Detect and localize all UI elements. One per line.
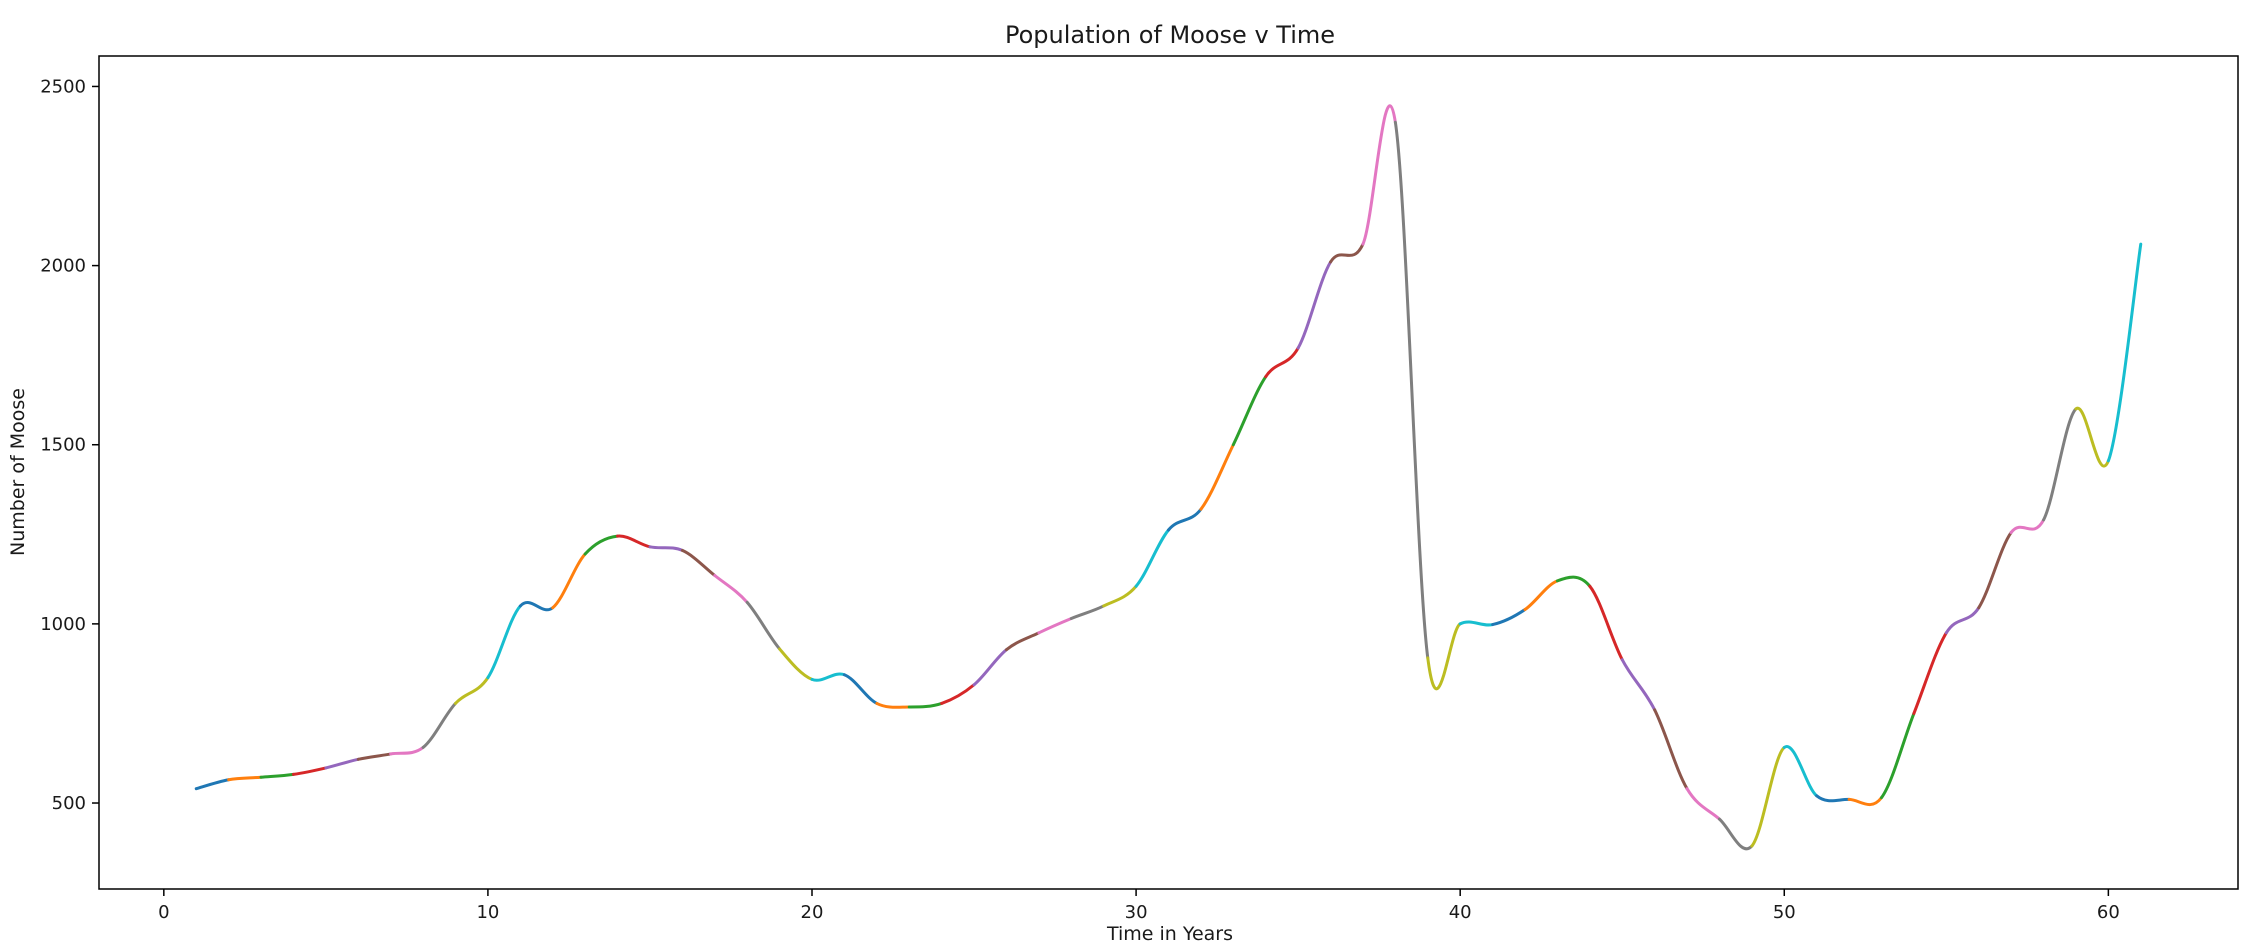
line-segment	[778, 647, 814, 681]
line-segment	[227, 775, 263, 782]
line-segment	[583, 534, 620, 556]
plot-area-frame	[98, 55, 2239, 890]
line-segment	[356, 752, 393, 761]
x-tick-label: 0	[158, 902, 169, 923]
line-segment	[1458, 620, 1495, 627]
line-segment	[486, 604, 522, 680]
line-segment	[1880, 711, 1916, 800]
line-segment	[1750, 745, 1786, 848]
x-tick-label: 40	[1449, 902, 1472, 923]
line-segment	[551, 552, 587, 610]
x-axis-label: Time in Years	[1106, 923, 1233, 945]
line-segment	[1393, 120, 1430, 660]
line-segment	[194, 778, 231, 791]
data-series	[194, 104, 2143, 851]
line-segment	[1296, 260, 1333, 350]
line-segment	[291, 766, 328, 776]
chart-title: Population of Moose v Time	[1005, 21, 1335, 49]
line-segment	[2106, 242, 2143, 463]
line-segment	[1361, 104, 1397, 246]
line-segment	[1588, 584, 1624, 662]
line-segment	[1944, 606, 1981, 635]
line-segment	[1685, 787, 1721, 821]
line-segment	[421, 701, 457, 749]
line-segment	[2074, 406, 2110, 468]
line-segment	[745, 600, 782, 651]
line-segment	[1426, 622, 1462, 691]
y-tick-label: 2000	[40, 256, 86, 277]
line-segment	[907, 701, 944, 709]
line-segment	[1912, 631, 1948, 715]
line-segment	[1491, 608, 1527, 627]
y-tick-label: 2500	[40, 76, 86, 97]
line-segment	[1199, 443, 1235, 511]
line-segment	[1037, 616, 1073, 635]
line-segment	[810, 672, 846, 682]
line-segment	[1620, 658, 1657, 712]
line-segment	[1653, 708, 1689, 791]
line-segment	[680, 548, 717, 578]
line-segment	[1231, 375, 1268, 447]
line-segment	[1977, 531, 2013, 610]
y-axis-label: Number of Moose	[7, 388, 29, 556]
y-tick-label: 1500	[40, 435, 86, 456]
line-segment	[1847, 796, 1883, 807]
x-tick-label: 20	[801, 902, 824, 923]
x-tick-label: 50	[1773, 902, 1796, 923]
y-tick-label: 1000	[40, 614, 86, 635]
x-tick-label: 30	[1125, 902, 1148, 923]
line-segment	[1815, 794, 1851, 803]
line-segment	[616, 534, 652, 549]
line-segment	[259, 772, 295, 779]
line-segment	[1329, 242, 1365, 264]
line-segment	[1264, 346, 1300, 379]
line-segment	[2009, 518, 2046, 535]
line-segment	[972, 648, 1008, 687]
line-segment	[1004, 631, 1041, 652]
line-segment	[1134, 528, 1170, 588]
line-segment	[1102, 584, 1138, 608]
line-segment	[1717, 817, 1754, 851]
x-tick-label: 10	[476, 902, 499, 923]
line-segment	[713, 574, 749, 604]
line-segment	[518, 601, 555, 612]
line-segment	[324, 757, 360, 770]
line-segment	[940, 683, 976, 705]
line-segment	[389, 745, 425, 756]
y-tick-label: 500	[52, 793, 86, 814]
line-segment	[1167, 507, 1203, 532]
line-segment	[648, 545, 684, 552]
line-segment	[454, 676, 490, 705]
line-segment	[875, 701, 911, 709]
line-segment	[1523, 579, 1559, 612]
line-segment	[1782, 745, 1819, 798]
line-segment	[2042, 407, 2078, 522]
axis-ticks: 0 10 20 30 40 50 60 500 1000 1500 2000 2500	[40, 76, 2120, 923]
line-segment	[1555, 575, 1592, 588]
x-tick-label: 60	[2097, 902, 2120, 923]
line-segment	[1069, 604, 1106, 620]
line-segment	[842, 673, 879, 705]
